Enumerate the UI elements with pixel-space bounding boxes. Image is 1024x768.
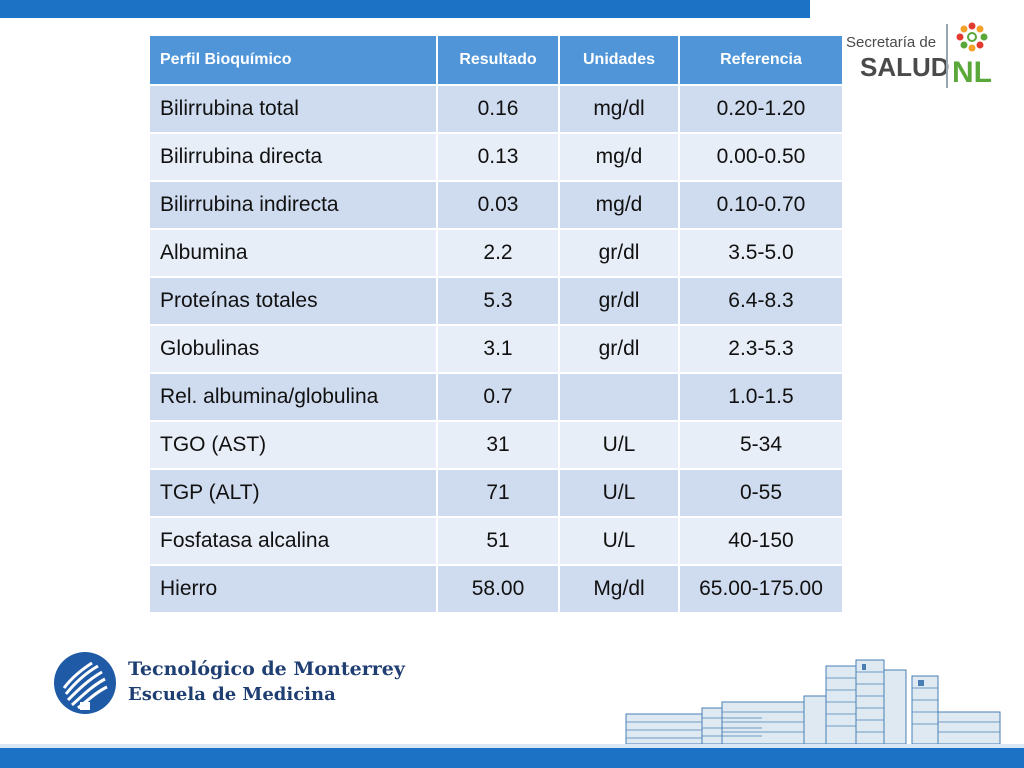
nl-label: NL [952, 56, 992, 89]
cell-result: 0.03 [436, 180, 560, 230]
table-row: Bilirrubina directa 0.13 mg/d 0.00-0.50 [148, 132, 844, 182]
secretaria-label: Secretaría de [846, 34, 937, 51]
cell-test: Fosfatasa alcalina [148, 516, 438, 566]
cell-result: 0.7 [436, 372, 560, 422]
cell-result: 51 [436, 516, 560, 566]
cell-units: mg/dl [558, 84, 680, 134]
tec-monterrey-logo: Tecnológico de Monterrey Escuela de Medi… [52, 650, 405, 720]
cell-units: gr/dl [558, 228, 680, 278]
cell-test: TGP (ALT) [148, 468, 438, 518]
bottom-accent-bar [0, 748, 1024, 768]
table-row: TGP (ALT) 71 U/L 0-55 [148, 468, 844, 518]
cell-reference: 6.4-8.3 [678, 276, 844, 326]
header-profile: Perfil Bioquímico [148, 34, 438, 86]
tec-emblem-icon [54, 652, 116, 714]
cell-reference: 0.20-1.20 [678, 84, 844, 134]
cell-result: 71 [436, 468, 560, 518]
cell-reference: 2.3-5.3 [678, 324, 844, 374]
cell-test: Rel. albumina/globulina [148, 372, 438, 422]
cell-reference: 5-34 [678, 420, 844, 470]
cell-test: Bilirrubina indirecta [148, 180, 438, 230]
cell-units: Mg/dl [558, 564, 680, 614]
cell-result: 5.3 [436, 276, 560, 326]
logo-divider [946, 24, 948, 88]
table-header-row: Perfil Bioquímico Resultado Unidades Ref… [148, 34, 844, 86]
header-units: Unidades [558, 34, 680, 86]
cell-result: 0.13 [436, 132, 560, 182]
cell-reference: 65.00-175.00 [678, 564, 844, 614]
cell-reference: 0-55 [678, 468, 844, 518]
table-row: Proteínas totales 5.3 gr/dl 6.4-8.3 [148, 276, 844, 326]
cell-units: mg/d [558, 180, 680, 230]
table-row: TGO (AST) 31 U/L 5-34 [148, 420, 844, 470]
table-row: Rel. albumina/globulina 0.7 1.0-1.5 [148, 372, 844, 422]
cell-units: U/L [558, 420, 680, 470]
table-row: Hierro 58.00 Mg/dl 65.00-175.00 [148, 564, 844, 614]
table-row: Globulinas 3.1 gr/dl 2.3-5.3 [148, 324, 844, 374]
cell-reference: 1.0-1.5 [678, 372, 844, 422]
nl-emblem-icon [956, 22, 988, 52]
cell-test: Hierro [148, 564, 438, 614]
header-reference: Referencia [678, 34, 844, 86]
cell-test: TGO (AST) [148, 420, 438, 470]
tec-school: Escuela de Medicina [128, 684, 336, 705]
cell-test: Bilirrubina total [148, 84, 438, 134]
tec-name: Tecnológico de Monterrey [128, 658, 405, 680]
cell-test: Albumina [148, 228, 438, 278]
biochemical-profile-table: Perfil Bioquímico Resultado Unidades Ref… [148, 34, 844, 614]
cell-test: Proteínas totales [148, 276, 438, 326]
secretaria-salud-logo: Secretaría de SALUD NL [846, 20, 996, 92]
table-row: Bilirrubina indirecta 0.03 mg/d 0.10-0.7… [148, 180, 844, 230]
cell-units: gr/dl [558, 276, 680, 326]
cell-reference: 3.5-5.0 [678, 228, 844, 278]
header-result: Resultado [436, 34, 560, 86]
cell-result: 0.16 [436, 84, 560, 134]
cell-units [558, 372, 680, 422]
salud-label: SALUD [860, 52, 950, 82]
table-row: Albumina 2.2 gr/dl 3.5-5.0 [148, 228, 844, 278]
cell-result: 2.2 [436, 228, 560, 278]
cell-test: Bilirrubina directa [148, 132, 438, 182]
top-accent-bar [0, 0, 810, 18]
bottom-accent-stripe [0, 744, 1024, 748]
cell-reference: 40-150 [678, 516, 844, 566]
cell-units: mg/d [558, 132, 680, 182]
cell-result: 58.00 [436, 564, 560, 614]
cell-units: U/L [558, 516, 680, 566]
cell-result: 31 [436, 420, 560, 470]
cell-test: Globulinas [148, 324, 438, 374]
cell-reference: 0.00-0.50 [678, 132, 844, 182]
table-row: Bilirrubina total 0.16 mg/dl 0.20-1.20 [148, 84, 844, 134]
cell-result: 3.1 [436, 324, 560, 374]
hospital-buildings-icon [625, 659, 1001, 745]
cell-units: gr/dl [558, 324, 680, 374]
table-row: Fosfatasa alcalina 51 U/L 40-150 [148, 516, 844, 566]
cell-units: U/L [558, 468, 680, 518]
cell-reference: 0.10-0.70 [678, 180, 844, 230]
